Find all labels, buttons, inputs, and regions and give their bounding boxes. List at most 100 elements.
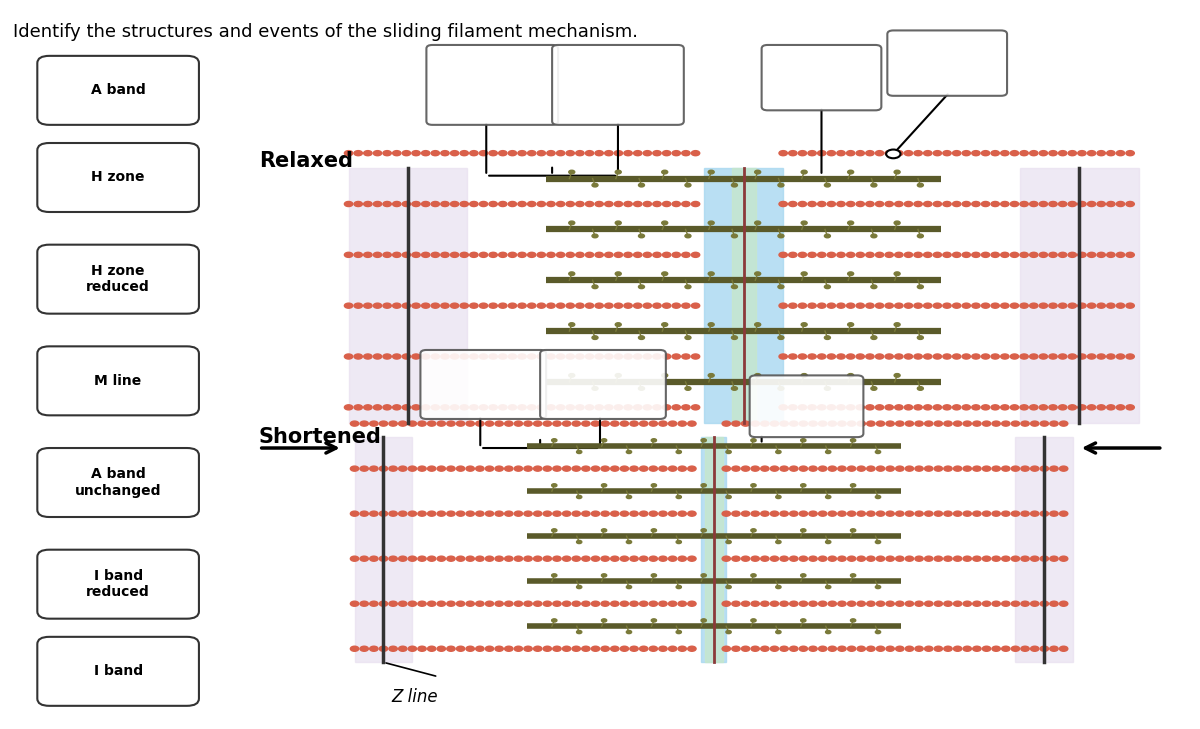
Circle shape: [373, 303, 382, 308]
Circle shape: [634, 151, 642, 156]
Circle shape: [638, 234, 644, 238]
Circle shape: [924, 421, 932, 426]
Circle shape: [479, 252, 487, 257]
Circle shape: [494, 511, 503, 516]
Circle shape: [894, 272, 900, 276]
Circle shape: [614, 303, 623, 308]
Circle shape: [412, 405, 420, 410]
Circle shape: [691, 151, 700, 156]
Circle shape: [691, 354, 700, 359]
Circle shape: [982, 405, 990, 410]
Circle shape: [469, 201, 478, 206]
Circle shape: [871, 234, 877, 238]
Circle shape: [857, 511, 865, 516]
Circle shape: [808, 151, 816, 156]
Circle shape: [614, 354, 623, 359]
Circle shape: [582, 646, 590, 651]
Circle shape: [1020, 405, 1028, 410]
Circle shape: [722, 601, 731, 607]
Circle shape: [691, 303, 700, 308]
Circle shape: [1087, 151, 1096, 156]
Circle shape: [563, 556, 571, 561]
Circle shape: [1126, 354, 1134, 359]
Circle shape: [1031, 421, 1039, 426]
Circle shape: [649, 466, 658, 471]
Circle shape: [826, 496, 830, 499]
Circle shape: [616, 373, 622, 377]
Circle shape: [865, 201, 874, 206]
Circle shape: [653, 252, 661, 257]
Circle shape: [778, 336, 784, 340]
Circle shape: [973, 466, 982, 471]
Circle shape: [1030, 151, 1038, 156]
Circle shape: [592, 336, 598, 340]
Circle shape: [373, 252, 382, 257]
Circle shape: [847, 511, 856, 516]
Circle shape: [408, 421, 416, 426]
Circle shape: [775, 631, 781, 634]
Circle shape: [485, 421, 493, 426]
Circle shape: [962, 303, 971, 308]
Circle shape: [917, 183, 923, 187]
Circle shape: [780, 646, 788, 651]
Circle shape: [914, 556, 923, 561]
Circle shape: [1087, 201, 1096, 206]
Circle shape: [563, 466, 571, 471]
Circle shape: [620, 511, 629, 516]
Circle shape: [515, 466, 522, 471]
Circle shape: [779, 151, 787, 156]
Circle shape: [742, 421, 750, 426]
Circle shape: [875, 303, 883, 308]
Circle shape: [934, 646, 942, 651]
Circle shape: [450, 201, 458, 206]
Circle shape: [421, 201, 430, 206]
Circle shape: [983, 511, 991, 516]
Circle shape: [1097, 303, 1105, 308]
Circle shape: [392, 252, 401, 257]
Circle shape: [350, 511, 359, 516]
Circle shape: [402, 252, 410, 257]
Circle shape: [905, 201, 913, 206]
Circle shape: [943, 405, 952, 410]
Circle shape: [809, 466, 817, 471]
Circle shape: [547, 303, 556, 308]
Circle shape: [846, 201, 854, 206]
Circle shape: [498, 354, 506, 359]
Circle shape: [460, 354, 468, 359]
Circle shape: [553, 421, 562, 426]
Circle shape: [498, 303, 506, 308]
Circle shape: [595, 252, 604, 257]
Circle shape: [924, 405, 932, 410]
Circle shape: [659, 421, 667, 426]
Circle shape: [653, 354, 661, 359]
Circle shape: [884, 151, 893, 156]
Circle shape: [485, 556, 493, 561]
Circle shape: [866, 646, 875, 651]
Circle shape: [876, 646, 884, 651]
Circle shape: [364, 201, 372, 206]
Circle shape: [649, 556, 658, 561]
Circle shape: [886, 646, 894, 651]
Circle shape: [895, 201, 904, 206]
Circle shape: [1126, 405, 1134, 410]
Circle shape: [800, 619, 806, 622]
Circle shape: [875, 585, 881, 588]
Circle shape: [1126, 252, 1134, 257]
Circle shape: [732, 601, 740, 607]
Circle shape: [685, 183, 691, 187]
Circle shape: [856, 405, 864, 410]
Circle shape: [875, 151, 883, 156]
Circle shape: [494, 421, 503, 426]
Circle shape: [566, 252, 575, 257]
Circle shape: [934, 354, 942, 359]
Circle shape: [364, 405, 372, 410]
Circle shape: [534, 421, 542, 426]
Circle shape: [1106, 201, 1115, 206]
Circle shape: [1097, 405, 1105, 410]
Circle shape: [370, 466, 378, 471]
Circle shape: [914, 201, 923, 206]
Circle shape: [460, 252, 468, 257]
Circle shape: [624, 354, 632, 359]
Circle shape: [553, 466, 562, 471]
Circle shape: [479, 151, 487, 156]
